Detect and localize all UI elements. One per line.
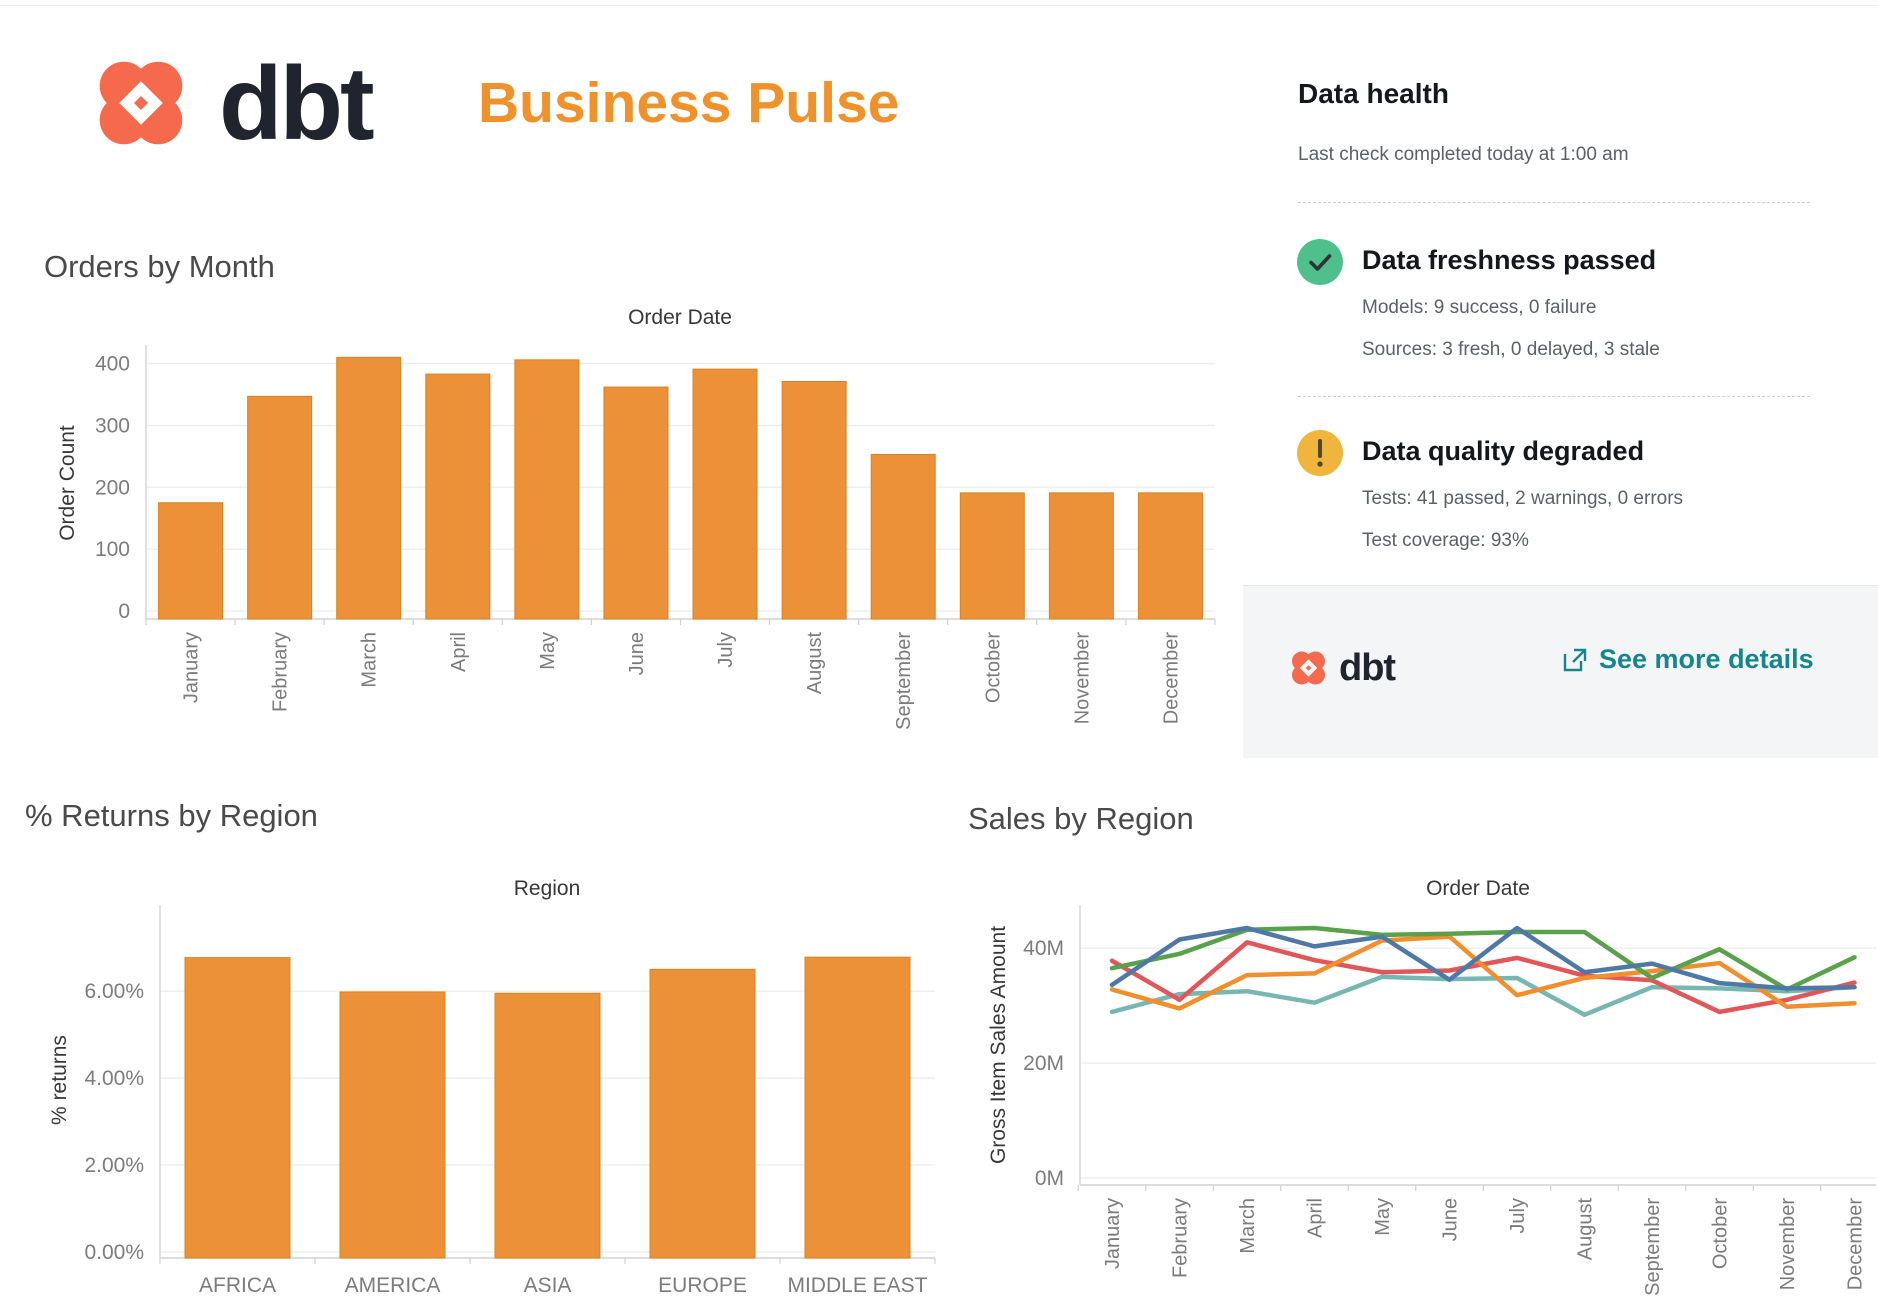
data-health-panel: Data health Last check completed today a… [1243,0,1878,758]
line-series-teal[interactable] [1109,974,1857,1018]
returns-chart-pane-title: Region [513,877,581,900]
bar-june[interactable] [603,386,669,620]
y-tick-label: 6.00% [84,980,144,1003]
page-title: Business Pulse [478,71,900,135]
orders-chart-pane-title: Order Date [628,306,732,329]
x-category-label: September [1642,1198,1664,1296]
bar-december[interactable] [1137,492,1203,620]
x-category-label: October [982,632,1004,703]
freshness-models-line: Models: 9 success, 0 failure [1362,297,1597,318]
x-category-label: December [1845,1198,1867,1291]
x-category-label: AFRICA [199,1274,276,1297]
x-category-label: January [181,632,203,703]
x-category-label: January [1102,1198,1124,1269]
bar-may[interactable] [514,359,580,620]
see-more-details-label: See more details [1599,644,1814,674]
external-link-icon [1561,646,1589,674]
x-category-label: July [1507,1198,1529,1234]
y-tick-label: 4.00% [84,1067,144,1090]
x-category-label: February [1170,1198,1192,1278]
x-category-label: June [1440,1198,1462,1241]
line-series-blue[interactable] [1109,925,1857,991]
bar-october[interactable] [959,492,1025,620]
dbt-wordmark: dbt [219,46,375,162]
bar-november[interactable] [1048,492,1114,620]
x-category-label: August [1575,1198,1597,1261]
x-category-label: ASIA [524,1274,572,1297]
data-health-footer: dbt See more details [1243,585,1878,758]
data-health-subtitle: Last check completed today at 1:00 am [1298,144,1629,165]
y-tick-label: 300 [95,414,130,437]
y-tick-label: 40M [1023,937,1064,960]
bar-august[interactable] [781,380,847,620]
freshness-status-title: Data freshness passed [1362,245,1657,275]
y-tick-label: 2.00% [84,1154,144,1177]
bar-february[interactable] [247,395,313,620]
quality-tests-line: Tests: 41 passed, 2 warnings, 0 errors [1362,488,1684,509]
y-tick-label: 0.00% [84,1241,144,1264]
x-category-label: April [1305,1198,1327,1238]
x-category-label: March [359,632,381,688]
line-series-green[interactable] [1109,925,1857,992]
bar-africa[interactable] [184,957,291,1259]
x-category-label: November [1777,1198,1799,1291]
bar-america[interactable] [339,991,446,1259]
x-category-label: May [537,632,559,670]
y-tick-label: 100 [95,538,130,561]
bar-january[interactable] [158,502,224,620]
dbt-logo-icon-small [1286,646,1331,690]
see-more-details-link[interactable]: See more details [1561,644,1814,675]
x-category-label: April [448,632,470,672]
x-category-label: MIDDLE EAST [787,1274,927,1297]
y-tick-label: 400 [95,353,130,376]
bar-september[interactable] [870,453,936,620]
x-category-label: September [893,632,915,730]
x-category-label: February [270,632,292,712]
x-category-label: June [626,632,648,675]
orders-chart-section-title: Orders by Month [44,249,275,284]
x-category-label: July [715,632,737,668]
x-category-label: AMERICA [345,1274,441,1297]
x-category-label: December [1160,632,1182,725]
bar-middle-east[interactable] [804,956,911,1259]
warning-icon [1297,430,1343,476]
divider [1298,396,1810,397]
freshness-sources-line: Sources: 3 fresh, 0 delayed, 3 stale [1362,339,1660,360]
x-category-label: EUROPE [658,1274,747,1297]
x-category-label: November [1071,632,1093,725]
quality-status-title: Data quality degraded [1362,436,1645,466]
y-tick-label: 200 [95,476,130,499]
check-icon [1297,239,1343,285]
bar-asia[interactable] [494,992,601,1259]
bar-april[interactable] [425,373,491,620]
returns-chart-section-title: % Returns by Region [25,798,318,833]
sales-chart-pane-title: Order Date [1426,877,1530,900]
x-category-label: October [1710,1198,1732,1269]
bar-march[interactable] [336,356,402,620]
sales-chart-section-title: Sales by Region [968,801,1194,836]
line-series-orange[interactable] [1109,934,1857,1011]
y-tick-label: 20M [1023,1052,1064,1075]
data-health-title: Data health [1298,78,1449,109]
x-category-label: May [1372,1198,1394,1236]
x-category-label: August [804,632,826,695]
dbt-logo-icon [85,48,197,158]
window-top-edge [0,0,1878,6]
y-tick-label: 0 [118,600,130,623]
divider [1298,202,1810,203]
footer-dbt-wordmark: dbt [1339,647,1396,689]
bar-europe[interactable] [649,968,756,1259]
x-category-label: March [1237,1198,1259,1254]
bar-july[interactable] [692,368,758,620]
quality-coverage-line: Test coverage: 93% [1362,530,1529,551]
y-tick-label: 0M [1035,1167,1064,1190]
